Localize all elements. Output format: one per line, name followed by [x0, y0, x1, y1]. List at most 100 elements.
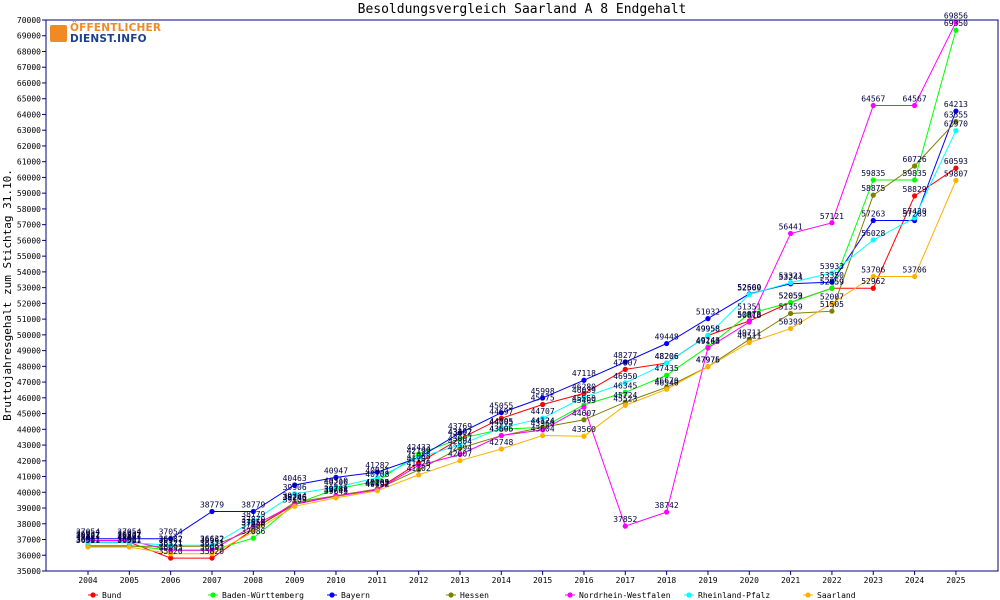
data-label: 47435	[655, 364, 679, 373]
data-point	[292, 503, 298, 509]
data-point	[870, 177, 876, 183]
x-tick-label: 2024	[905, 576, 924, 585]
data-label: 64567	[861, 95, 885, 104]
data-label: 51032	[696, 308, 720, 317]
x-tick-label: 2009	[285, 576, 304, 585]
data-point	[829, 308, 835, 314]
data-label: 52600	[737, 283, 761, 292]
data-label: 44707	[531, 407, 555, 416]
data-point	[85, 544, 91, 550]
legend-label: Baden-Württemberg	[222, 591, 304, 600]
data-point	[498, 432, 504, 439]
data-label: 41282	[365, 461, 389, 470]
legend: Bund Baden-Württemberg Bayern Hessen Nordrhe…	[88, 591, 856, 600]
data-label: 53350	[820, 271, 844, 280]
y-tick-label: 46000	[17, 394, 41, 403]
data-point	[333, 484, 339, 491]
data-point	[457, 436, 463, 442]
data-point	[540, 395, 546, 401]
plot-frame	[45, 19, 999, 572]
data-label: 49168	[696, 337, 720, 346]
data-point	[870, 192, 876, 198]
legend-label: Bayern	[341, 591, 370, 600]
data-label: 36321	[200, 539, 224, 548]
data-label: 42433	[407, 443, 431, 452]
data-label: 52053	[779, 292, 803, 301]
data-point	[664, 340, 670, 347]
y-tick-label: 59000	[17, 189, 41, 198]
data-point	[705, 332, 711, 339]
y-tick-label: 38000	[17, 520, 41, 529]
x-tick-label: 2011	[368, 576, 387, 585]
data-point	[829, 300, 835, 306]
y-tick-label: 49000	[17, 347, 41, 356]
data-label: 49243	[696, 336, 720, 345]
data-point	[664, 386, 670, 392]
y-tick-label: 60000	[17, 173, 41, 182]
data-label: 37650	[241, 518, 265, 527]
data-label: 47975	[696, 356, 720, 365]
data-point	[457, 442, 463, 448]
data-point	[664, 509, 670, 515]
data-label: 49448	[655, 333, 679, 342]
data-point	[250, 508, 256, 515]
data-label: 39364	[283, 491, 307, 500]
x-tick-label: 2015	[533, 576, 552, 585]
data-point	[829, 285, 835, 291]
data-point	[498, 446, 504, 452]
y-tick-label: 56000	[17, 236, 41, 245]
data-label: 49711	[737, 328, 761, 337]
y-axis-label: Bruttojahresgehalt zum Stichtag 31.10.	[1, 169, 14, 421]
data-point	[705, 364, 711, 370]
data-point	[788, 325, 794, 332]
data-label: 37852	[613, 515, 637, 524]
data-label: 40463	[283, 474, 307, 483]
data-label: 69856	[944, 11, 968, 20]
data-label: 69350	[944, 19, 968, 28]
data-label: 39781	[324, 485, 348, 494]
data-point	[622, 402, 628, 408]
data-label: 39906	[283, 483, 307, 492]
data-label: 45998	[531, 387, 555, 396]
series-line	[88, 110, 957, 540]
data-label: 36321	[159, 539, 183, 548]
data-label: 39748	[324, 485, 348, 494]
data-label: 42748	[489, 438, 513, 447]
y-tick-label: 40000	[17, 488, 41, 497]
y-tick-label: 67000	[17, 63, 41, 72]
data-label: 53706	[861, 266, 885, 275]
data-label: 39645	[324, 487, 348, 496]
data-label: 37658	[241, 518, 265, 527]
data-label: 36521	[117, 536, 141, 545]
data-label: 43402	[448, 428, 472, 437]
data-label: 44005	[489, 418, 513, 427]
data-point	[168, 555, 174, 561]
data-label: 42199	[407, 447, 431, 456]
data-label: 41868	[407, 452, 431, 461]
data-point	[746, 291, 752, 298]
data-point	[250, 518, 256, 524]
data-label: 64567	[903, 95, 927, 104]
data-point	[540, 432, 546, 439]
data-label: 36632	[159, 534, 183, 543]
data-label: 36567	[117, 535, 141, 544]
y-tick-label: 53000	[17, 284, 41, 293]
y-tick-label: 65000	[17, 95, 41, 104]
data-label: 41426	[407, 459, 431, 468]
series-line	[88, 130, 957, 546]
data-point	[912, 273, 918, 280]
data-label: 39246	[283, 493, 307, 502]
data-point	[374, 475, 380, 481]
y-tick-label: 68000	[17, 47, 41, 56]
data-label: 36827	[76, 531, 100, 540]
data-label: 46280	[572, 382, 596, 391]
data-label: 47976	[696, 356, 720, 365]
data-point	[292, 491, 298, 497]
data-label: 38779	[241, 501, 265, 510]
legend-marker	[567, 592, 573, 598]
data-point	[540, 415, 546, 421]
data-point	[168, 551, 174, 557]
data-point	[168, 542, 174, 548]
x-tick-label: 2022	[822, 576, 841, 585]
y-tick-label: 51000	[17, 315, 41, 324]
